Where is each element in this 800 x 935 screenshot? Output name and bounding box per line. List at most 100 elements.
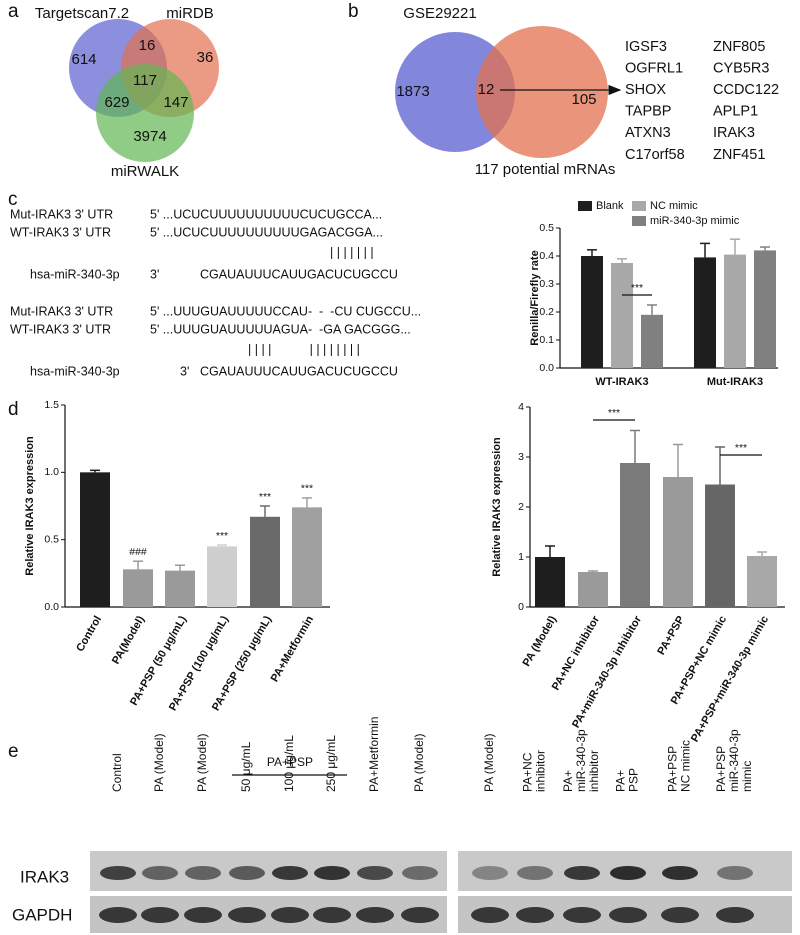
gene-name: C17orf58 [625, 147, 685, 163]
bar [705, 484, 735, 607]
bar [207, 546, 237, 607]
bar [123, 569, 153, 607]
blot-band [661, 907, 699, 923]
blot-band [563, 907, 601, 923]
y-tick-label: 0.0 [539, 362, 554, 374]
bar [641, 314, 663, 368]
lane-label: PA+ [614, 770, 628, 792]
venn-count: 105 [571, 91, 596, 108]
legend-swatch [632, 216, 646, 226]
lane-label: inhibitor [587, 750, 601, 792]
gene-name: CYB5R3 [713, 60, 769, 76]
panel-label: c [8, 189, 18, 210]
mirna-end: 3' [180, 364, 189, 378]
blot-band [516, 907, 554, 923]
venn-set-label: Targetscan7.2 [35, 5, 129, 22]
venn-set-label: GSE29221 [403, 5, 476, 22]
gene-name: ATXN3 [625, 125, 671, 141]
x-tick-label: PA+Metformin [269, 614, 317, 684]
venn-count: 16 [139, 37, 156, 54]
y-tick-label: 0.2 [539, 306, 554, 318]
lane-label: PSP [627, 768, 641, 792]
y-tick-label: 0.5 [44, 533, 59, 545]
blot-band [313, 907, 351, 923]
y-tick-label: 0.4 [539, 250, 554, 262]
significance-label: *** [631, 282, 643, 294]
venn-count: 3974 [133, 128, 166, 145]
x-tick-label: PA+PSP+miR-340-3p mimic [689, 614, 771, 744]
lane-label: PA (Model) [152, 734, 166, 792]
panel-label: d [8, 399, 19, 420]
significance-label: *** [608, 407, 620, 419]
target-label: GAPDH [12, 905, 72, 924]
bar [292, 507, 322, 607]
utr-sequence: 5' ...UUUGUAUUUUUAGUA- -GA GACGGG... [150, 322, 411, 336]
lane-label: PA+PSP [666, 746, 680, 792]
blot-band [271, 907, 309, 923]
y-tick-label: 0.5 [539, 222, 554, 234]
blot-band [184, 907, 222, 923]
lane-label: PA+Metformin [367, 717, 381, 792]
utr-sequence: 5' ...UCUCUUUUUUUUUUCUCUGCCA... [150, 207, 382, 221]
lane-label: 250 μg/mL [324, 735, 338, 792]
lane-group-label: PA+PSP [267, 755, 313, 769]
blot-band [716, 907, 754, 923]
base-pairing: | | | | | | | | | | | | [248, 342, 360, 356]
bar [620, 463, 650, 607]
blot-band [141, 907, 179, 923]
panel-label: e [8, 741, 19, 762]
target-label: IRAK3 [20, 867, 69, 886]
y-axis-label: Relative IRAK3 expression [491, 437, 503, 577]
utr-name: Mut-IRAK3 3' UTR [10, 207, 113, 221]
bar [578, 572, 608, 607]
mirna-name: hsa-miR-340-3p [30, 364, 120, 378]
y-tick-label: 0.3 [539, 278, 554, 290]
bar [165, 570, 195, 607]
base-pairing: | | | | | | | [330, 245, 374, 259]
x-tick-label: Control [74, 614, 104, 654]
mirna-name: hsa-miR-340-3p [30, 267, 120, 281]
venn-set-label: miRDB [166, 5, 214, 22]
y-axis-label: Relative IRAK3 expression [24, 436, 36, 576]
significance-label: *** [735, 442, 747, 454]
venn-count: 614 [71, 51, 96, 68]
bar [250, 516, 280, 607]
lane-label: PA (Model) [412, 734, 426, 792]
y-tick-label: 3 [518, 451, 524, 463]
lane-label: PA (Model) [195, 734, 209, 792]
gene-name: OGFRL1 [625, 60, 683, 76]
mirna-end: 3' [150, 267, 159, 281]
blot-band [564, 866, 600, 880]
blot-band [185, 866, 221, 880]
blot-band [662, 866, 698, 880]
bar [747, 556, 777, 607]
blot-band [100, 866, 136, 880]
gene-name: ZNF805 [713, 39, 765, 55]
y-axis-label: Renilla/Firefly rate [529, 250, 541, 345]
bar [611, 263, 633, 368]
panel-label: b [348, 1, 359, 22]
lane-label: PA+ [561, 770, 575, 792]
bar-label: *** [216, 530, 228, 542]
blot-band [229, 866, 265, 880]
lane-label: miR-340-3p [727, 729, 741, 792]
lane-label: inhibitor [534, 750, 548, 792]
venn-count: 117 [133, 72, 157, 89]
blot-band [356, 907, 394, 923]
bar [724, 254, 746, 368]
gene-name: APLP1 [713, 104, 758, 120]
mirna-sequence: CGAUAUUUCAUUGACUCUGCCU [200, 364, 398, 378]
lane-label: PA+PSP [714, 746, 728, 792]
blot-band [401, 907, 439, 923]
legend-label: Blank [596, 200, 624, 212]
blot-band [472, 866, 508, 880]
venn-circle [476, 26, 608, 158]
gene-name: TAPBP [625, 104, 671, 120]
blot-band [272, 866, 308, 880]
gene-name: CCDC122 [713, 82, 779, 98]
x-tick-label: PA+PSP [655, 614, 687, 657]
bar [663, 477, 693, 607]
utr-name: WT-IRAK3 3' UTR [10, 225, 111, 239]
blot-band [228, 907, 266, 923]
y-tick-label: 1.5 [44, 399, 59, 411]
